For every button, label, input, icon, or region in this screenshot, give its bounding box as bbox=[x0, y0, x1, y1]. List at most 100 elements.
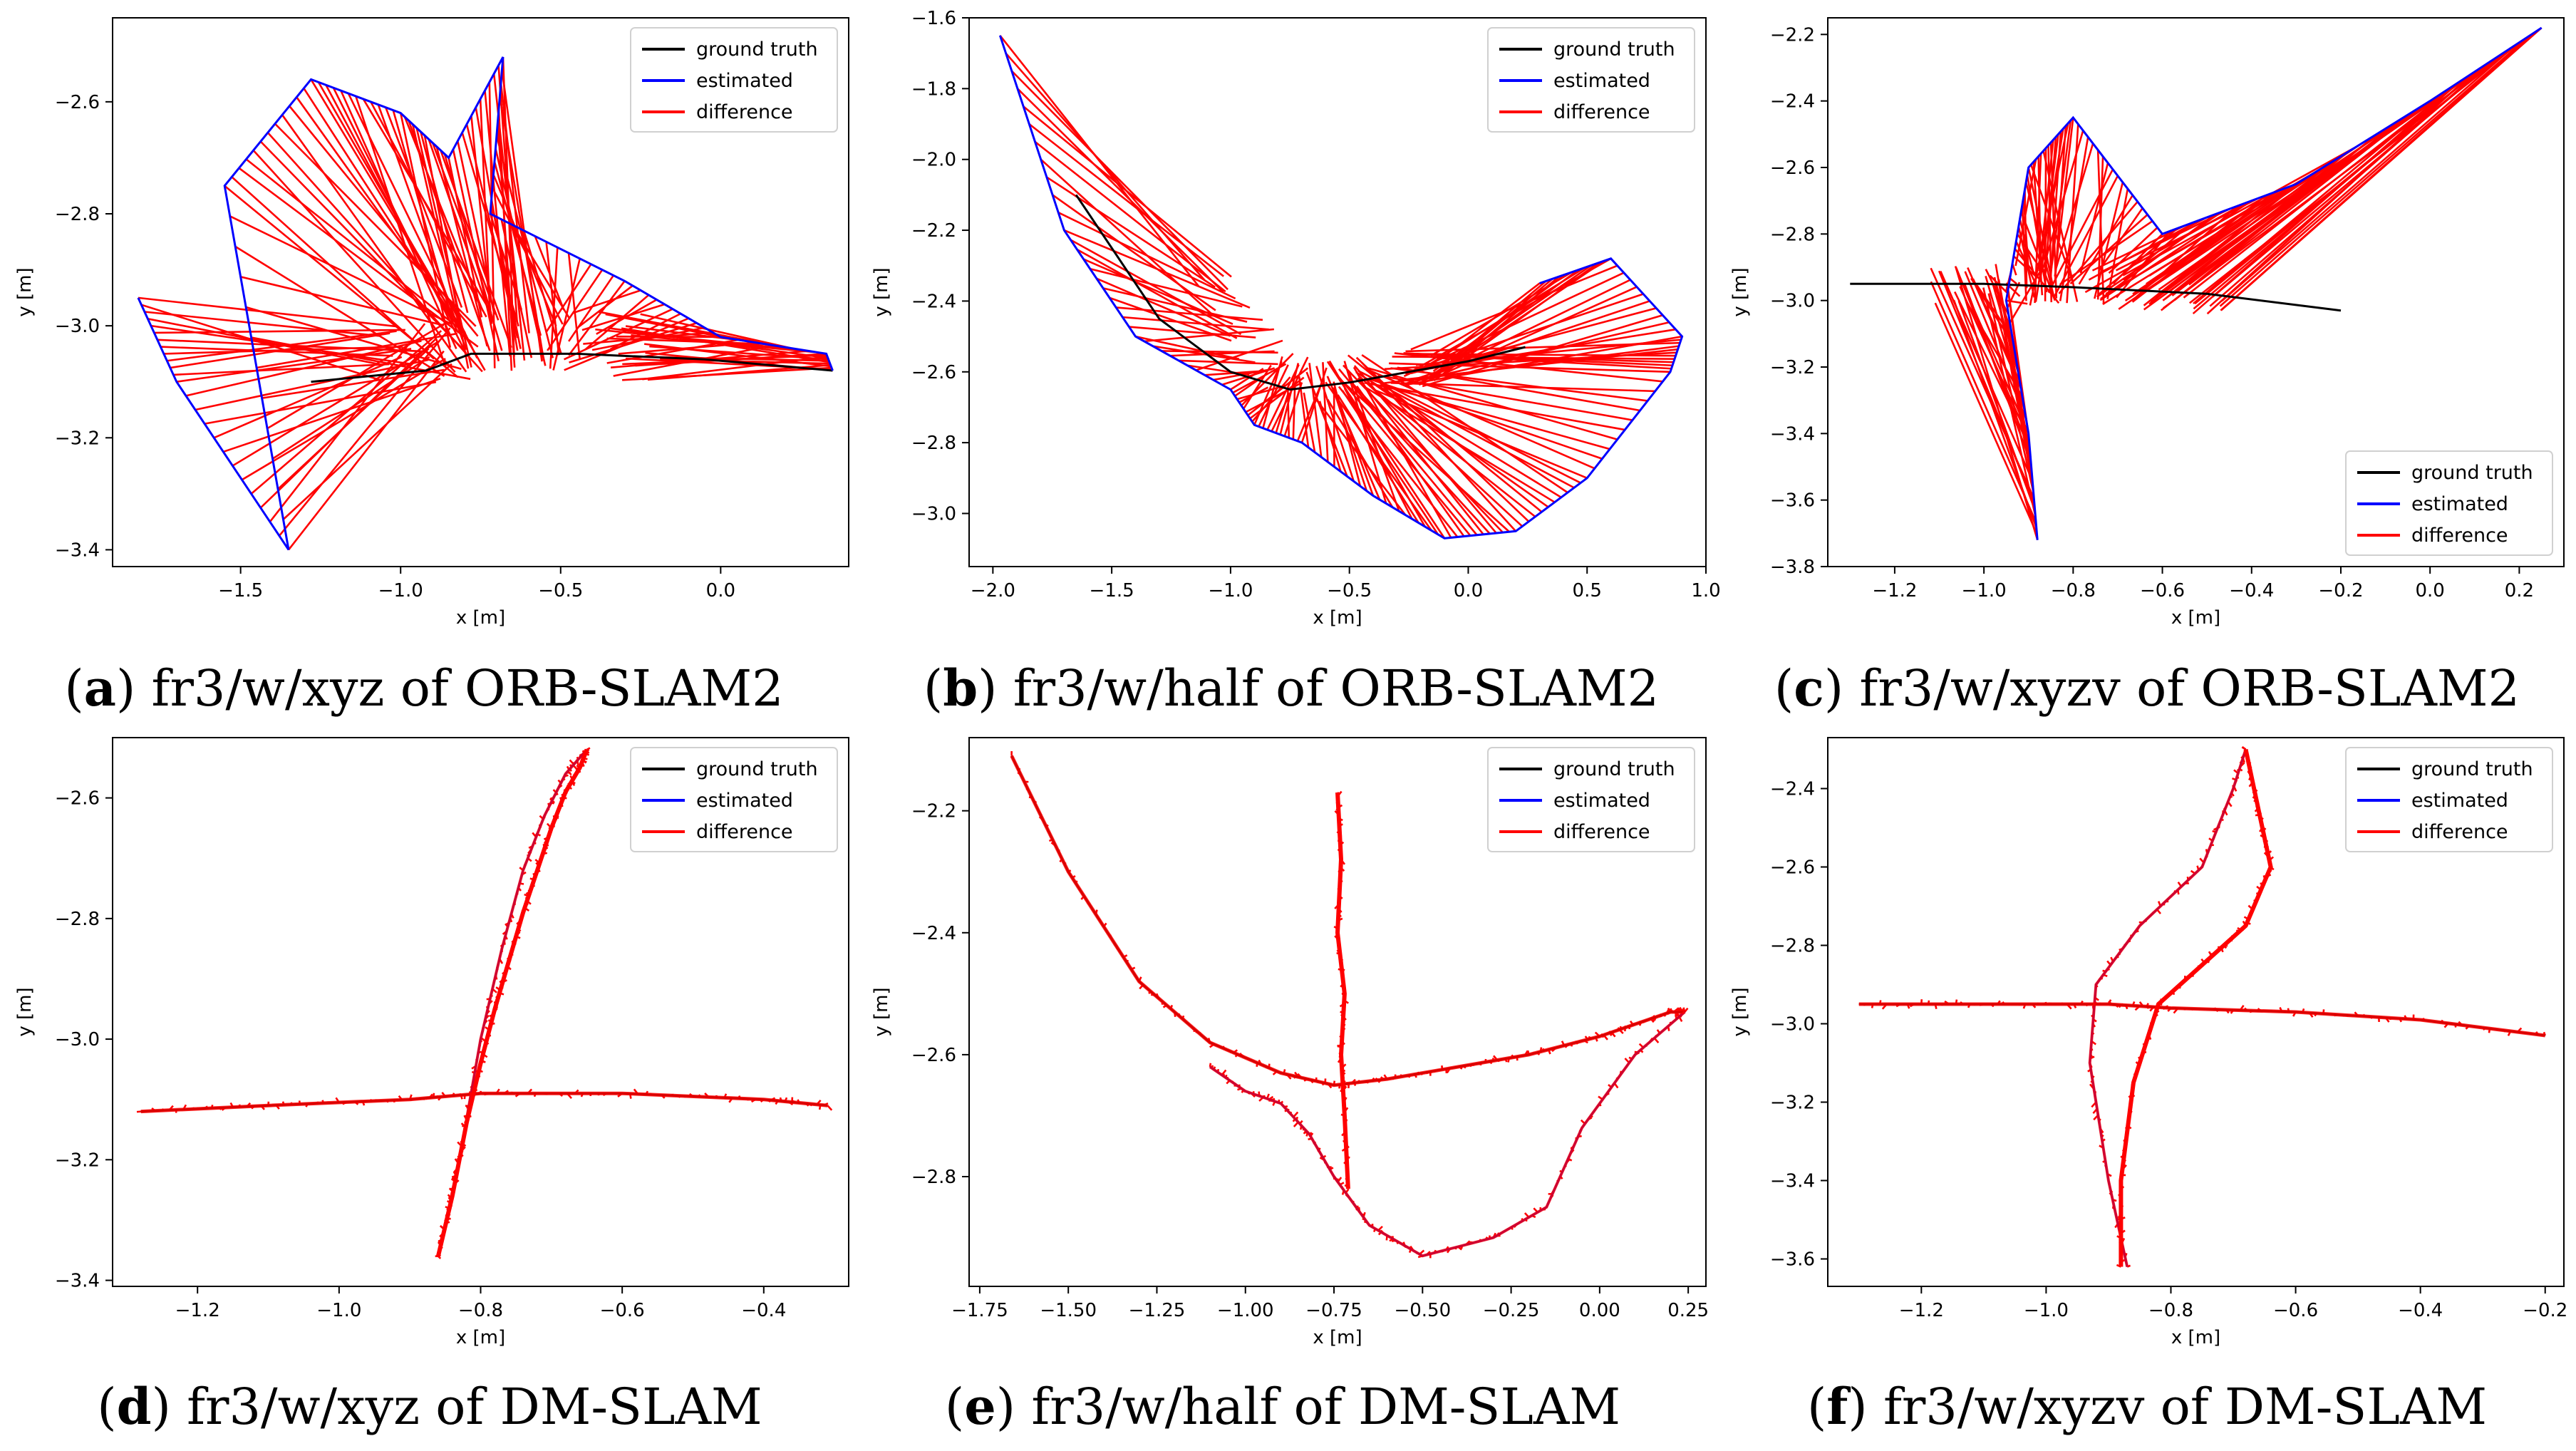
y-tick-label: −1.8 bbox=[911, 78, 956, 100]
difference-segment bbox=[2059, 220, 2153, 286]
y-tick-label: −2.6 bbox=[55, 788, 100, 810]
caption-text: fr3/w/half of ORB-SLAM2 bbox=[1013, 659, 1659, 718]
difference-segment bbox=[415, 128, 472, 368]
difference-segment bbox=[2014, 159, 2037, 267]
panel-c: −1.2 −1.0 −0.8 −0.6 −0.4 −0.2 0.0 0.2 −3.8 −3.6 −3… bbox=[1729, 17, 2565, 718]
difference-segment bbox=[448, 158, 483, 318]
difference-segment bbox=[144, 311, 381, 337]
difference-segment bbox=[154, 329, 405, 334]
difference-segment bbox=[643, 343, 832, 368]
difference-lines bbox=[999, 35, 1682, 539]
difference-segment bbox=[1374, 388, 1588, 480]
difference-segment bbox=[1443, 276, 1560, 374]
difference-segment bbox=[1372, 387, 1536, 518]
x-tick-label: −0.6 bbox=[2140, 580, 2185, 601]
panel-caption: (f) fr3/w/xyzv of DM-SLAM bbox=[1807, 1377, 2487, 1436]
difference-segment bbox=[490, 200, 522, 349]
difference-segment bbox=[545, 263, 592, 333]
caption-text: fr3/w/xyzv of ORB-SLAM2 bbox=[1859, 659, 2520, 718]
difference-segment bbox=[1046, 176, 1216, 288]
difference-segment bbox=[2174, 55, 2499, 284]
panel-caption: (d) fr3/w/xyz of DM-SLAM bbox=[97, 1377, 762, 1436]
difference-segment bbox=[234, 245, 445, 377]
y-tick-label: −2.4 bbox=[911, 923, 956, 944]
difference-segment bbox=[568, 274, 614, 342]
difference-segment bbox=[1405, 293, 1644, 375]
y-tick-label: −3.0 bbox=[55, 316, 100, 337]
y-tick-label: −2.2 bbox=[911, 220, 956, 242]
difference-segment bbox=[1964, 271, 2027, 420]
difference-segment bbox=[2047, 168, 2114, 294]
ground-truth-line bbox=[1850, 282, 2342, 312]
difference-segment bbox=[1349, 380, 1491, 535]
difference-segment bbox=[251, 336, 471, 381]
legend: ground truth estimated difference bbox=[2345, 450, 2553, 556]
difference-segment bbox=[1451, 278, 1553, 363]
legend-entry: estimated bbox=[696, 790, 793, 812]
difference-overlay-line bbox=[140, 1091, 828, 1114]
difference-segment bbox=[2052, 175, 2119, 299]
y-tick-label: −3.6 bbox=[1770, 490, 1815, 512]
caption-paren-close: ) bbox=[978, 659, 1013, 718]
difference-segment bbox=[1930, 267, 2035, 500]
difference-segment bbox=[231, 176, 435, 360]
difference-segment bbox=[491, 187, 564, 325]
panel-d: −1.2 −1.0 −0.8 −0.6 −0.4 −3.4 −3.2 −3.0 −2.8 −2.6… bbox=[14, 737, 849, 1436]
y-tick-label: −2.6 bbox=[911, 1045, 956, 1066]
difference-segment bbox=[1090, 267, 1243, 308]
x-tick-label: 0.5 bbox=[1573, 580, 1602, 601]
difference-segment bbox=[552, 258, 581, 371]
axes-frame bbox=[1827, 17, 2565, 567]
legend: ground truth estimated difference bbox=[1487, 747, 1695, 852]
y-tick-label: −3.4 bbox=[1770, 1171, 1815, 1192]
x-tick-label: −1.2 bbox=[1872, 580, 1917, 601]
x-tick-label: −0.8 bbox=[2051, 580, 2096, 601]
difference-segment bbox=[1380, 383, 1575, 489]
difference-segment bbox=[1389, 362, 1671, 373]
x-tick-label: −0.8 bbox=[458, 1300, 503, 1321]
difference-segment bbox=[281, 114, 467, 373]
difference-segment bbox=[547, 269, 604, 351]
difference-segment bbox=[549, 247, 559, 369]
difference-segment bbox=[238, 167, 479, 348]
difference-segment bbox=[282, 363, 452, 520]
plot-content bbox=[136, 747, 833, 1259]
legend-entry: difference bbox=[1553, 821, 1650, 843]
difference-segment bbox=[1314, 398, 1407, 516]
difference-segment bbox=[138, 296, 398, 328]
x-tick-label: −0.5 bbox=[1327, 580, 1372, 601]
difference-segment bbox=[1930, 281, 2037, 523]
difference-segment bbox=[2024, 190, 2028, 289]
caption-paren-open: ( bbox=[97, 1378, 116, 1436]
axes-frame bbox=[1827, 737, 2565, 1287]
difference-segment bbox=[622, 366, 832, 381]
difference-segment bbox=[1362, 385, 1556, 503]
y-tick-label: −2.8 bbox=[55, 909, 100, 930]
difference-segment bbox=[1355, 371, 1562, 499]
difference-segment bbox=[1230, 368, 1264, 391]
difference-segment bbox=[262, 368, 445, 399]
caption-text: fr3/w/half of DM-SLAM bbox=[1031, 1378, 1620, 1436]
legend-box bbox=[630, 747, 838, 852]
y-tick-label: −3.2 bbox=[1770, 357, 1815, 378]
difference-segment bbox=[512, 224, 570, 319]
difference-segment bbox=[1179, 359, 1278, 366]
y-axis-label: y [m] bbox=[1729, 267, 1751, 316]
difference-lines bbox=[1930, 27, 2543, 541]
difference-segment bbox=[252, 150, 456, 373]
difference-segment bbox=[1275, 392, 1290, 433]
x-axis-label: x [m] bbox=[1313, 607, 1362, 629]
x-tick-label: 1.0 bbox=[1691, 580, 1720, 601]
estimated-line bbox=[137, 56, 834, 551]
difference-segment bbox=[2122, 146, 2357, 277]
panel-caption: (c) fr3/w/xyzv of ORB-SLAM2 bbox=[1774, 659, 2520, 718]
difference-segment bbox=[1169, 350, 1275, 357]
y-tick-label: −2.6 bbox=[911, 362, 956, 383]
difference-segment bbox=[1343, 364, 1504, 534]
legend: ground truth estimated difference bbox=[630, 27, 838, 133]
difference-segment bbox=[1034, 140, 1226, 293]
x-tick-label: −1.0 bbox=[1962, 580, 2007, 601]
difference-overlay-line bbox=[1209, 1011, 1686, 1258]
difference-segment bbox=[1283, 382, 1303, 437]
difference-segment bbox=[1303, 392, 1316, 453]
